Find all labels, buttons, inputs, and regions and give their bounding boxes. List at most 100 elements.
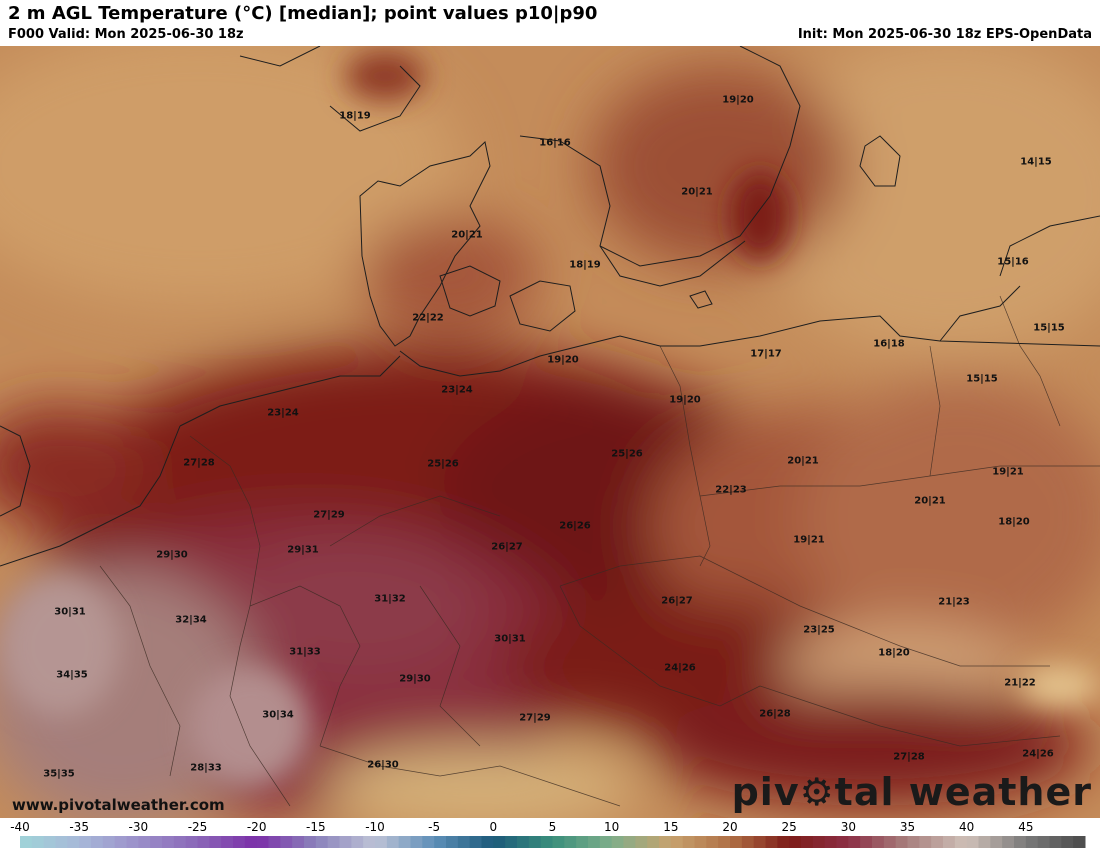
colorbar-segment xyxy=(528,836,542,848)
colorbar-segment xyxy=(919,836,932,848)
colorbar-segment xyxy=(386,836,400,848)
gear-icon: ⚙ xyxy=(799,770,835,814)
colorbar-segment xyxy=(789,836,802,848)
colorbar-segment xyxy=(812,836,826,848)
colorbar-gradient xyxy=(20,836,1086,848)
point-value: 14|15 xyxy=(1020,156,1052,168)
colorbar-segment xyxy=(872,836,885,848)
colorbar-segment xyxy=(659,836,672,848)
colorbar-segment xyxy=(292,836,305,848)
colorbar-segment xyxy=(694,836,707,848)
point-value: 23|24 xyxy=(441,384,473,396)
colorbar-tick-label: 35 xyxy=(899,820,916,834)
colorbar-segment xyxy=(552,836,565,848)
point-value: 20|21 xyxy=(451,229,483,241)
point-value: 26|28 xyxy=(759,708,791,720)
point-value: 24|26 xyxy=(1022,748,1054,760)
point-value: 21|22 xyxy=(1004,677,1036,689)
colorbar-segment xyxy=(351,836,364,848)
header: 2 m AGL Temperature (°C) [median]; point… xyxy=(0,0,1100,46)
point-value: 22|22 xyxy=(412,312,444,324)
point-value: 20|21 xyxy=(787,455,819,467)
brand-logo: piv⚙tal weather xyxy=(731,770,1092,814)
point-value: 30|31 xyxy=(494,633,526,645)
colorbar: -40 -35 -30 -25 -20 -15 -10 -5 0 5 10 15 20 25 30 35 40 4… xyxy=(0,818,1100,850)
valid-time: F000 Valid: Mon 2025-06-30 18z xyxy=(8,27,244,42)
colorbar-segment xyxy=(883,836,897,848)
point-value: 15|16 xyxy=(997,256,1029,268)
colorbar-tick-label: 0 xyxy=(489,820,498,834)
colorbar-tick-label: -30 xyxy=(128,820,149,834)
colorbar-segment xyxy=(221,836,234,848)
colorbar-segment xyxy=(79,836,92,848)
colorbar-segment xyxy=(682,836,695,848)
colorbar-segment xyxy=(327,836,340,848)
colorbar-segment xyxy=(422,836,435,848)
colorbar-segment xyxy=(375,836,388,848)
point-value: 18|19 xyxy=(569,259,601,271)
colorbar-segment xyxy=(1025,836,1039,848)
point-value: 27|28 xyxy=(183,457,215,469)
point-value: 19|20 xyxy=(669,394,701,406)
point-value: 34|35 xyxy=(56,669,88,681)
colorbar-segment xyxy=(954,836,968,848)
colorbar-segment xyxy=(102,836,116,848)
colorbar-segment xyxy=(505,836,518,848)
point-value: 29|30 xyxy=(156,549,188,561)
colorbar-segment xyxy=(611,836,624,848)
point-value: 23|24 xyxy=(267,407,299,419)
colorbar-segment xyxy=(233,836,246,848)
colorbar-segment xyxy=(315,836,329,848)
point-value: 16|16 xyxy=(539,137,571,149)
point-value: 19|20 xyxy=(722,94,754,106)
colorbar-segment xyxy=(1061,836,1074,848)
point-value: 25|26 xyxy=(611,448,643,460)
colorbar-segment xyxy=(647,836,660,848)
colorbar-tick-label: -15 xyxy=(306,820,326,834)
colorbar-segment xyxy=(162,836,175,848)
colorbar-segment xyxy=(469,836,482,848)
colorbar-segment xyxy=(623,836,636,848)
colorbar-segment xyxy=(457,836,471,848)
colorbar-segment xyxy=(1014,836,1027,848)
colorbar-segment xyxy=(410,836,423,848)
colorbar-segment xyxy=(576,836,589,848)
colorbar-segment xyxy=(943,836,956,848)
colorbar-segment xyxy=(398,836,411,848)
colorbar-tick-label: 5 xyxy=(548,820,557,834)
colorbar-tick-label: 10 xyxy=(604,820,620,834)
point-value: 29|31 xyxy=(287,544,319,556)
point-value: 15|15 xyxy=(1033,322,1065,334)
point-value: 28|33 xyxy=(190,762,222,774)
point-value: 18|20 xyxy=(998,516,1030,528)
colorbar-segment xyxy=(978,836,991,848)
colorbar-tick-label: -40 xyxy=(10,820,30,834)
map-title: 2 m AGL Temperature (°C) [median]; point… xyxy=(8,3,598,24)
colorbar-segment xyxy=(966,836,979,848)
colorbar-segment xyxy=(138,836,151,848)
colorbar-segment xyxy=(730,836,743,848)
colorbar-segment xyxy=(848,836,861,848)
colorbar-segment xyxy=(256,836,269,848)
point-value: 30|31 xyxy=(54,606,86,618)
colorbar-segment xyxy=(31,836,45,848)
point-value: 25|26 xyxy=(427,458,459,470)
colorbar-tick-label: 30 xyxy=(840,820,856,834)
point-value: 32|34 xyxy=(175,614,207,626)
colorbar-segment xyxy=(706,836,719,848)
colorbar-segment xyxy=(339,836,352,848)
colorbar-tick-label: 15 xyxy=(663,820,679,834)
point-value: 18|20 xyxy=(878,647,910,659)
colorbar-segment xyxy=(599,836,613,848)
temperature-map[interactable]: 18|19 19|20 16|16 20|21 14|15 20|21 18|1… xyxy=(0,46,1100,818)
colorbar-segment xyxy=(91,836,104,848)
colorbar-segment xyxy=(777,836,790,848)
colorbar-segment xyxy=(185,836,198,848)
colorbar-tick-label: -5 xyxy=(428,820,441,834)
colorbar-segment xyxy=(1002,836,1015,848)
map-shading xyxy=(0,46,1100,818)
colorbar-segment xyxy=(860,836,873,848)
point-value: 18|19 xyxy=(339,110,371,122)
point-value: 29|30 xyxy=(399,673,431,685)
colorbar-segment xyxy=(244,836,258,848)
